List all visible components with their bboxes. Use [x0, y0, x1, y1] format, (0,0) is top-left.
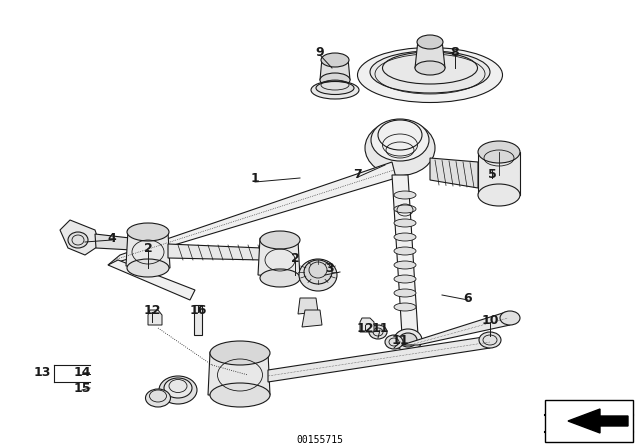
- Ellipse shape: [479, 332, 501, 348]
- Ellipse shape: [394, 219, 416, 227]
- Text: 11: 11: [391, 333, 409, 346]
- Text: 1: 1: [251, 172, 259, 185]
- Ellipse shape: [260, 231, 300, 249]
- Ellipse shape: [394, 261, 416, 269]
- Ellipse shape: [145, 389, 170, 407]
- Text: 4: 4: [108, 232, 116, 245]
- Text: 14: 14: [73, 366, 91, 379]
- Polygon shape: [108, 162, 396, 265]
- Bar: [545, 400, 633, 442]
- Ellipse shape: [370, 51, 490, 93]
- Ellipse shape: [210, 341, 270, 365]
- Text: 5: 5: [488, 168, 497, 181]
- Ellipse shape: [415, 61, 445, 75]
- Polygon shape: [360, 318, 374, 332]
- Ellipse shape: [399, 333, 417, 347]
- Text: 00155715: 00155715: [296, 435, 344, 445]
- Ellipse shape: [260, 269, 300, 287]
- Ellipse shape: [394, 191, 416, 199]
- Ellipse shape: [311, 81, 359, 99]
- Text: 3: 3: [326, 262, 334, 275]
- Polygon shape: [392, 175, 418, 335]
- Ellipse shape: [394, 275, 416, 283]
- Text: 6: 6: [464, 292, 472, 305]
- Text: 16: 16: [189, 303, 207, 316]
- Polygon shape: [430, 158, 478, 188]
- Ellipse shape: [127, 259, 169, 277]
- Polygon shape: [258, 238, 300, 278]
- Polygon shape: [168, 244, 263, 260]
- Ellipse shape: [210, 383, 270, 407]
- Polygon shape: [298, 298, 318, 314]
- Ellipse shape: [500, 311, 520, 325]
- Polygon shape: [320, 58, 350, 80]
- Polygon shape: [148, 310, 162, 325]
- Ellipse shape: [68, 232, 88, 248]
- Ellipse shape: [320, 73, 350, 87]
- Text: 12: 12: [143, 303, 161, 316]
- Ellipse shape: [365, 121, 435, 176]
- Ellipse shape: [478, 141, 520, 163]
- Polygon shape: [568, 409, 628, 433]
- Ellipse shape: [316, 82, 354, 95]
- Polygon shape: [415, 40, 445, 68]
- Ellipse shape: [371, 119, 429, 161]
- Polygon shape: [208, 352, 270, 395]
- Ellipse shape: [304, 260, 332, 284]
- Polygon shape: [60, 220, 100, 255]
- Ellipse shape: [394, 247, 416, 255]
- Text: 13: 13: [33, 366, 51, 379]
- Ellipse shape: [394, 303, 416, 311]
- Polygon shape: [478, 152, 520, 195]
- Bar: [194, 305, 202, 335]
- Polygon shape: [95, 234, 132, 250]
- Ellipse shape: [478, 184, 520, 206]
- Text: 12: 12: [356, 322, 374, 335]
- Text: 11: 11: [371, 322, 388, 335]
- Ellipse shape: [394, 329, 422, 351]
- Polygon shape: [108, 260, 195, 300]
- Ellipse shape: [394, 205, 416, 213]
- Ellipse shape: [369, 325, 387, 339]
- Text: 8: 8: [451, 46, 460, 59]
- Ellipse shape: [299, 259, 337, 291]
- Polygon shape: [402, 312, 510, 345]
- Ellipse shape: [164, 378, 192, 398]
- Ellipse shape: [358, 47, 502, 103]
- Text: 2: 2: [291, 251, 300, 264]
- Ellipse shape: [394, 233, 416, 241]
- Polygon shape: [302, 310, 322, 327]
- Ellipse shape: [385, 335, 403, 349]
- Text: 7: 7: [354, 168, 362, 181]
- Text: 2: 2: [143, 241, 152, 254]
- Text: 10: 10: [481, 314, 499, 327]
- Ellipse shape: [394, 289, 416, 297]
- Polygon shape: [126, 230, 170, 268]
- Polygon shape: [268, 336, 490, 382]
- Ellipse shape: [127, 223, 169, 241]
- Text: 9: 9: [316, 46, 324, 59]
- Ellipse shape: [417, 35, 443, 49]
- Text: 15: 15: [73, 382, 91, 395]
- Ellipse shape: [321, 53, 349, 67]
- Ellipse shape: [159, 376, 197, 404]
